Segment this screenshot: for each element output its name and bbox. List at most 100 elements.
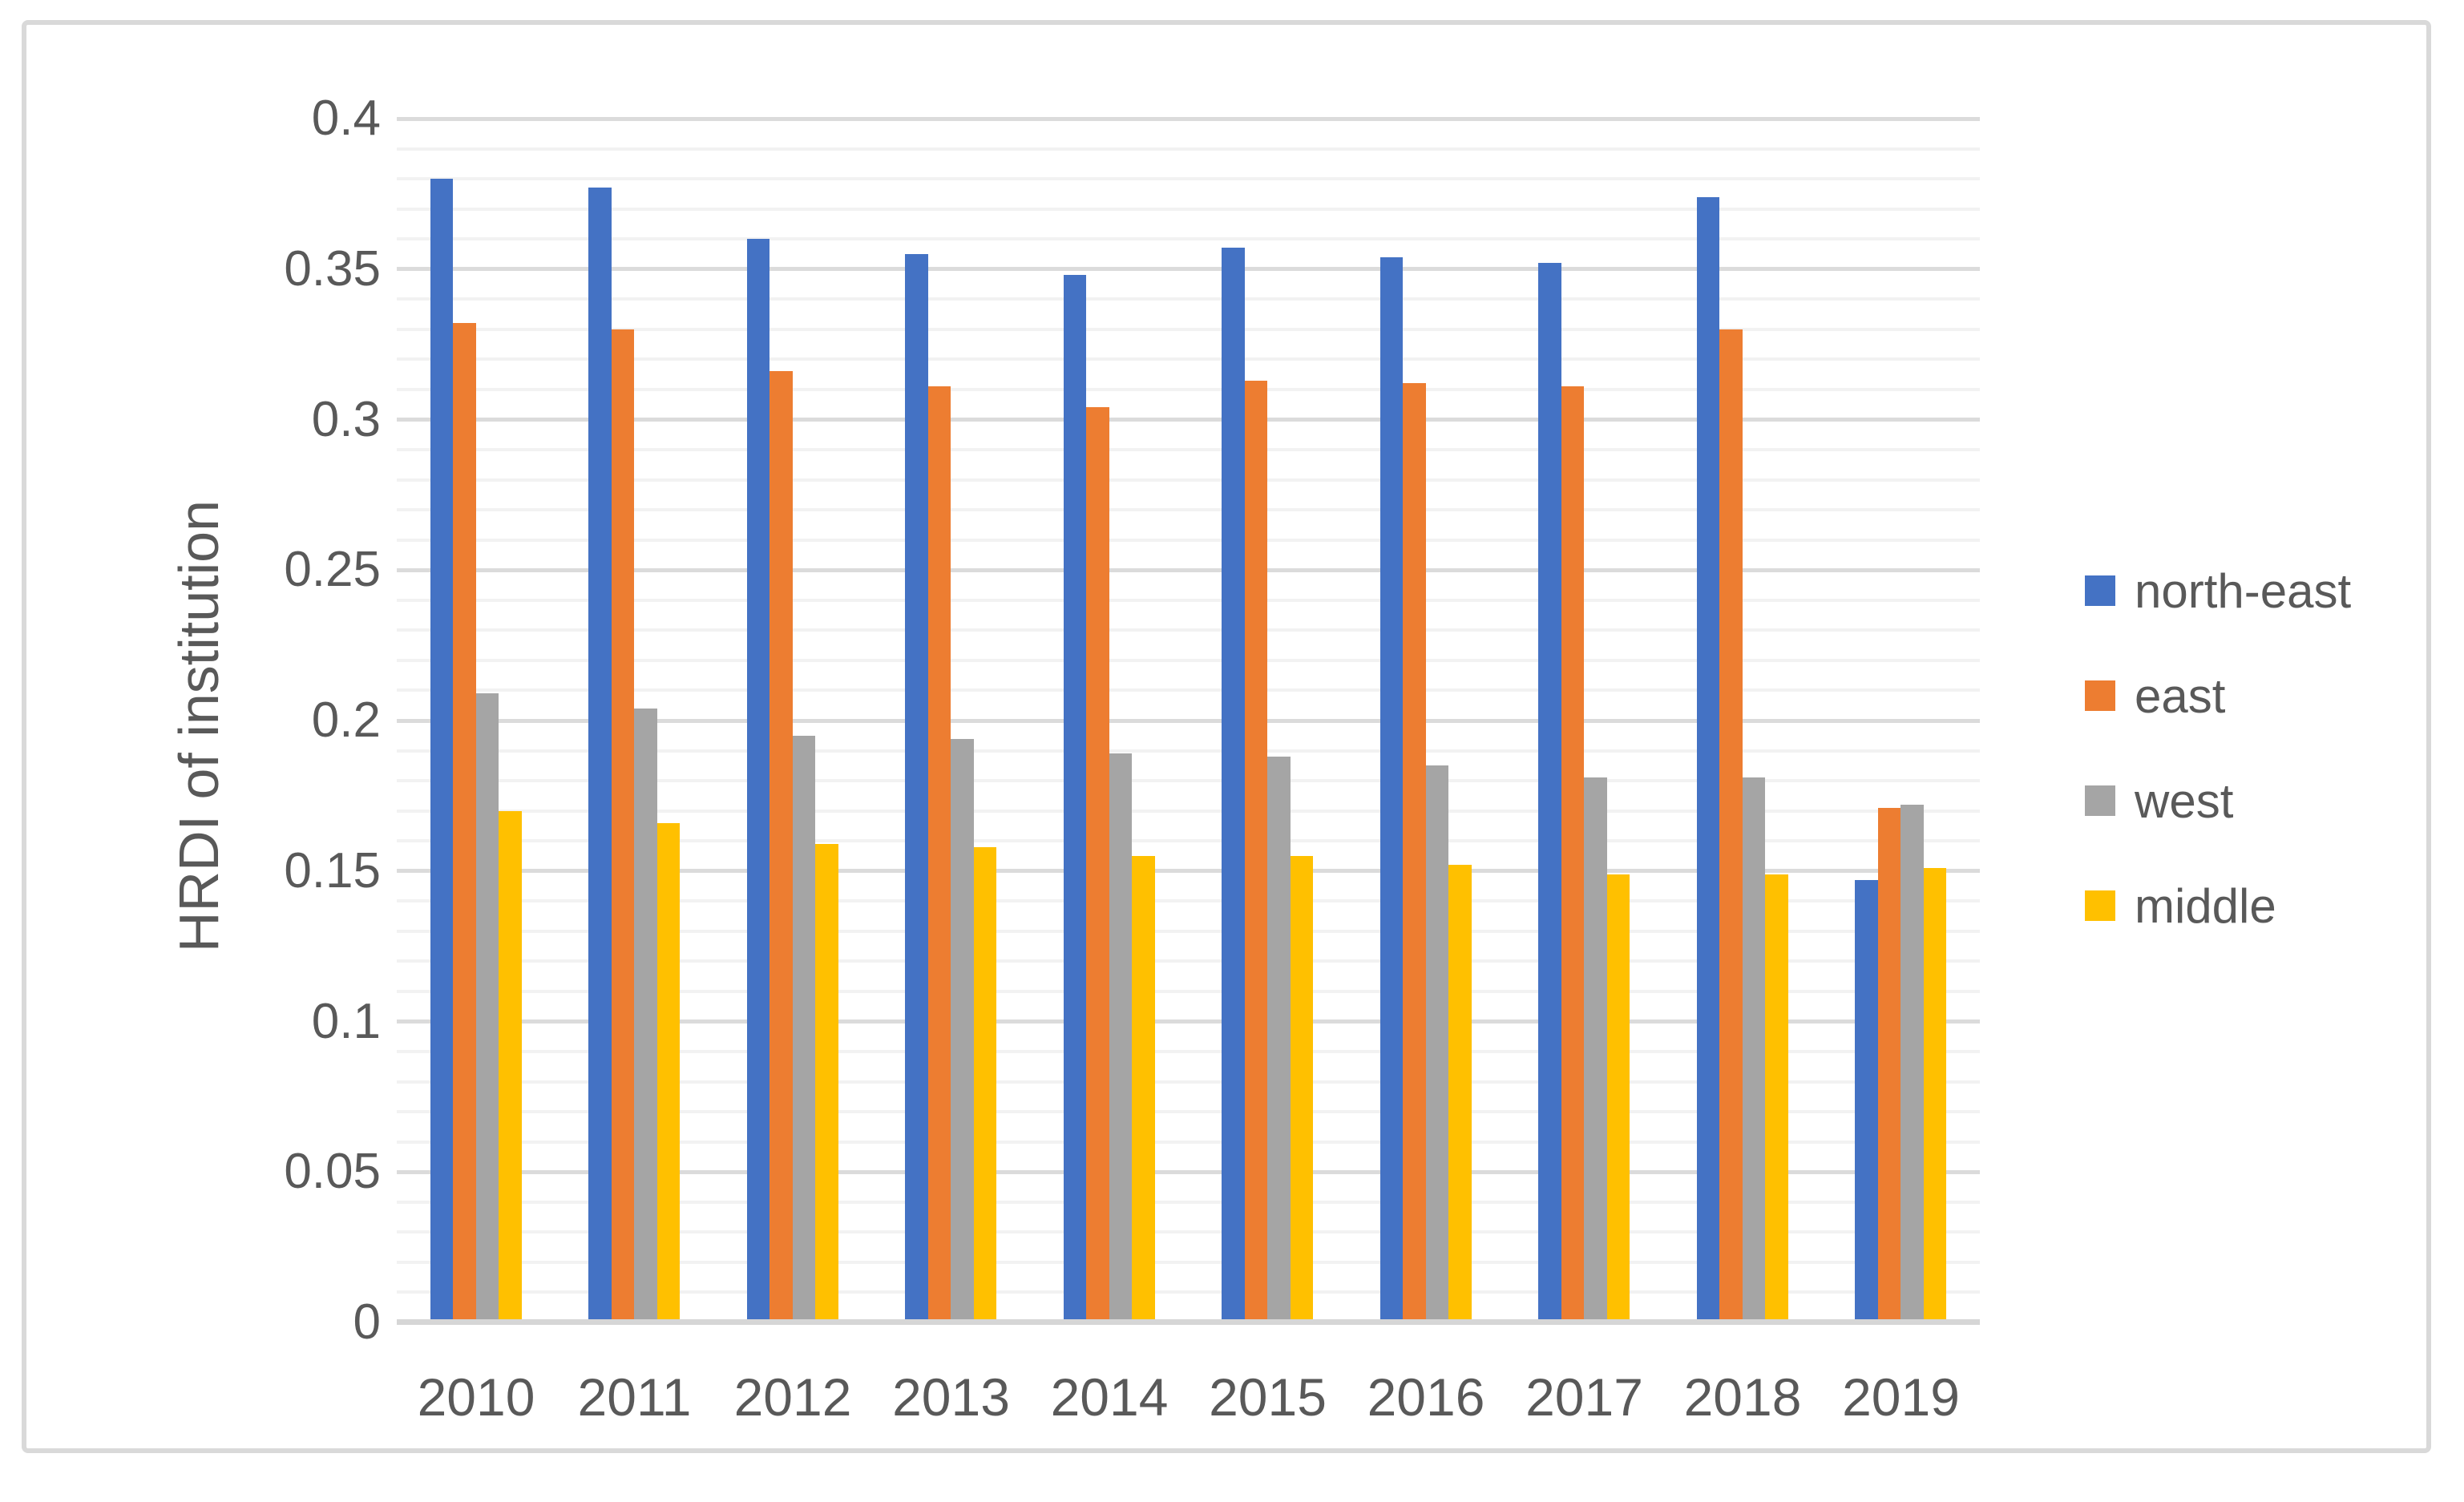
bar-west-2016 [1425,765,1449,1322]
gridline-minor [397,508,1980,512]
bar-middle-2010 [499,810,522,1322]
legend-label: west [2135,773,2234,828]
x-axis-label: 2018 [1683,1367,1802,1427]
bar-west-2017 [1584,777,1607,1322]
gridline-minor [397,959,1980,963]
legend-item-middle: middle [2085,875,2276,936]
gridline-minor [397,147,1980,151]
x-axis-label: 2010 [417,1367,535,1427]
gridline-minor [397,809,1980,813]
bar-west-2010 [475,693,499,1322]
bar-north-east-2016 [1379,256,1404,1322]
bar-north-east-2015 [1222,248,1245,1322]
gridline-minor [397,749,1980,753]
bar-middle-2017 [1606,874,1630,1322]
bar-east-2011 [611,329,635,1322]
y-tick-label: 0 [353,1294,381,1350]
bar-west-2015 [1267,757,1291,1322]
bar-west-2018 [1742,777,1766,1322]
gridline-minor [397,1140,1980,1144]
bar-west-2019 [1901,805,1924,1322]
gridline-minor [397,538,1980,542]
y-tick-label: 0.4 [311,91,381,146]
legend-swatch-icon [2085,785,2115,816]
gridline-minor [397,448,1980,452]
bar-west-2011 [634,708,657,1322]
y-tick-label: 0.25 [284,542,381,598]
bar-east-2016 [1403,383,1426,1322]
gridline-minor [397,478,1980,482]
gridline-major [397,116,1980,121]
x-axis-label: 2011 [577,1367,692,1427]
bar-west-2014 [1109,753,1133,1322]
gridline-minor [397,1080,1980,1084]
legend-swatch-icon [2085,575,2115,606]
bar-middle-2011 [656,822,681,1322]
gridline-minor [397,839,1980,843]
gridline-minor [397,177,1980,181]
legend-item-west: west [2085,770,2233,831]
x-axis-label: 2014 [1050,1367,1169,1427]
bar-middle-2016 [1448,865,1472,1322]
legend-item-east: east [2085,665,2225,726]
gridline-minor [397,658,1980,662]
bar-east-2010 [453,323,476,1322]
bar-east-2017 [1561,386,1585,1322]
gridline-major [397,567,1980,572]
gridline-major [397,869,1980,874]
bar-east-2015 [1244,380,1268,1322]
x-axis-line [397,1319,1980,1325]
gridline-major [397,1020,1980,1024]
y-tick-label: 0.3 [311,391,381,447]
x-axis-label: 2016 [1367,1367,1485,1427]
bar-north-east-2018 [1696,196,1720,1322]
bar-middle-2018 [1765,874,1788,1322]
bar-north-east-2017 [1538,263,1561,1322]
bar-middle-2013 [973,846,997,1322]
bar-middle-2019 [1923,868,1947,1322]
bar-east-2012 [769,371,793,1322]
gridline-minor [397,1200,1980,1204]
bar-north-east-2012 [746,239,770,1322]
y-axis-tick-labels: 0 0.05 0.1 0.15 0.2 0.25 0.3 0.35 0.4 [172,25,381,1502]
gridline-minor [397,387,1980,391]
bar-middle-2012 [815,843,838,1322]
gridline-minor [397,1110,1980,1114]
gridline-minor [397,688,1980,692]
legend-label: north-east [2135,563,2352,618]
gridline-minor [397,929,1980,933]
bar-middle-2014 [1132,855,1155,1322]
x-axis-labels: 2010 2011 2012 2013 2014 2015 2016 2017 2018 2019 [397,1365,1980,1429]
bar-east-2013 [927,386,951,1322]
x-axis-label: 2015 [1209,1367,1327,1427]
gridline-minor [397,899,1980,903]
gridline-minor [397,327,1980,331]
y-tick-label: 0.2 [311,692,381,748]
gridline-minor [397,357,1980,361]
bar-east-2014 [1086,407,1109,1322]
y-tick-label: 0.05 [284,1144,381,1200]
gridline-minor [397,207,1980,211]
bar-west-2013 [951,738,974,1322]
gridline-minor [397,598,1980,602]
y-tick-label: 0.15 [284,842,381,898]
gridline-minor [397,1050,1980,1054]
legend-swatch-icon [2085,890,2115,921]
gridline-minor [397,1230,1980,1234]
x-axis-label: 2017 [1525,1367,1643,1427]
bar-north-east-2014 [1063,275,1087,1322]
legend-label: middle [2135,878,2276,933]
gridline-major [397,418,1980,422]
bar-east-2018 [1719,329,1743,1322]
bar-north-east-2019 [1855,880,1878,1322]
bar-north-east-2010 [430,179,454,1322]
gridline-minor [397,297,1980,301]
y-tick-label: 0.1 [311,993,381,1049]
gridline-major [397,267,1980,272]
legend-item-north-east: north-east [2085,560,2351,621]
y-tick-label: 0.35 [284,240,381,297]
bar-chart: 0 0.05 0.1 0.15 0.2 0.25 0.3 0.35 0.4 2010 2011 20… [22,20,2431,1453]
x-axis-label: 2013 [892,1367,1010,1427]
gridline-minor [397,1290,1980,1294]
x-axis-label: 2019 [1842,1367,1960,1427]
